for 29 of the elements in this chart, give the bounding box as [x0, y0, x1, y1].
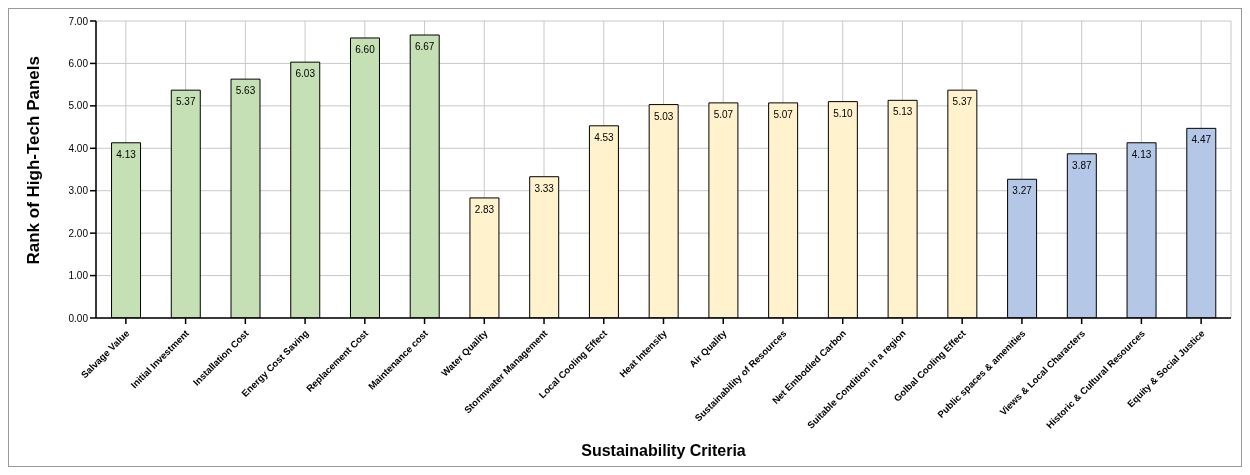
y-tick-label: 0.00	[68, 312, 89, 324]
data-label: 4.53	[594, 131, 615, 143]
data-label: 3.27	[1012, 185, 1033, 197]
data-label: 5.37	[176, 96, 196, 108]
data-label: 6.03	[295, 68, 316, 80]
x-axis-title: Sustainability Criteria	[581, 442, 746, 459]
data-label: 5.63	[235, 85, 256, 97]
data-label: 4.13	[116, 148, 137, 160]
data-label: 5.03	[653, 110, 674, 122]
y-tick-label: 4.00	[68, 142, 89, 154]
data-label: 5.13	[892, 106, 913, 118]
data-label: 2.83	[474, 204, 495, 216]
data-label: 5.07	[773, 108, 794, 120]
y-tick-label: 5.00	[68, 100, 89, 112]
data-label: 3.33	[534, 182, 555, 194]
data-label: 6.67	[414, 41, 435, 53]
data-label: 4.47	[1191, 134, 1212, 146]
data-label: 3.87	[1072, 159, 1092, 171]
data-label: 5.07	[713, 108, 734, 120]
data-label: 4.13	[1131, 148, 1152, 160]
y-tick-label: 7.00	[68, 15, 89, 27]
y-tick-label: 2.00	[68, 227, 89, 239]
y-tick-label: 6.00	[68, 57, 89, 69]
data-label: 5.10	[833, 107, 854, 119]
y-axis-title: Rank of High-Tech Panels	[24, 56, 44, 265]
y-tick-label: 3.00	[68, 185, 89, 197]
data-label: 5.37	[952, 96, 973, 108]
y-tick-label: 1.00	[68, 270, 89, 282]
data-label: 6.60	[355, 44, 376, 56]
